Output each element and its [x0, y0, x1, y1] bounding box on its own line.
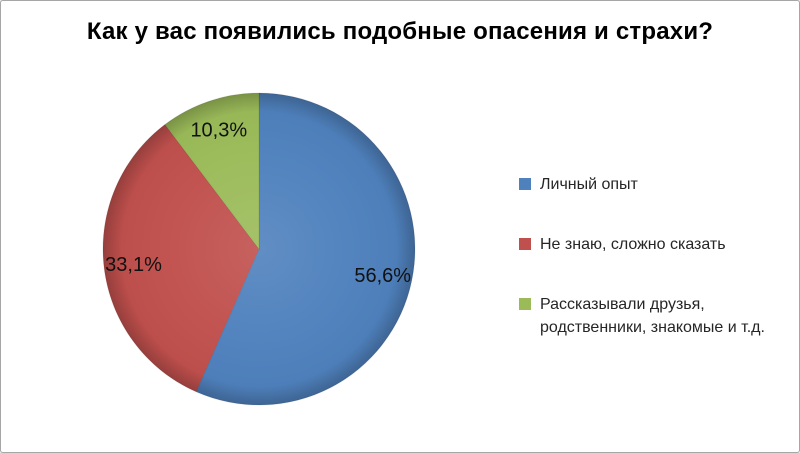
slice-label-1: 33,1%	[105, 254, 162, 276]
legend-label-2: Рассказывали друзья, родственники, знако…	[540, 296, 765, 336]
legend-item-2: Рассказывали друзья, родственники, знако…	[519, 293, 781, 339]
pie-svg: 56,6% 33,1% 10,3%	[102, 92, 416, 406]
pie-rim-shading	[103, 93, 415, 405]
legend-item-1: Не знаю, сложно сказать	[519, 233, 781, 256]
legend-swatch-1	[519, 238, 531, 250]
pie-slice-labels: 56,6% 33,1% 10,3%	[105, 119, 411, 287]
legend-label-1: Не знаю, сложно сказать	[540, 236, 726, 253]
slice-label-0: 56,6%	[354, 265, 411, 287]
legend: Личный опыт Не знаю, сложно сказать Расска…	[519, 173, 781, 376]
legend-label-0: Личный опыт	[540, 176, 638, 193]
slice-label-2: 10,3%	[190, 119, 247, 141]
pie-chart: 56,6% 33,1% 10,3%	[101, 91, 417, 407]
legend-item-0: Личный опыт	[519, 173, 781, 196]
legend-swatch-2	[519, 298, 531, 310]
legend-swatch-0	[519, 178, 531, 190]
chart-title: Как у вас появились подобные опасения и …	[86, 18, 714, 45]
